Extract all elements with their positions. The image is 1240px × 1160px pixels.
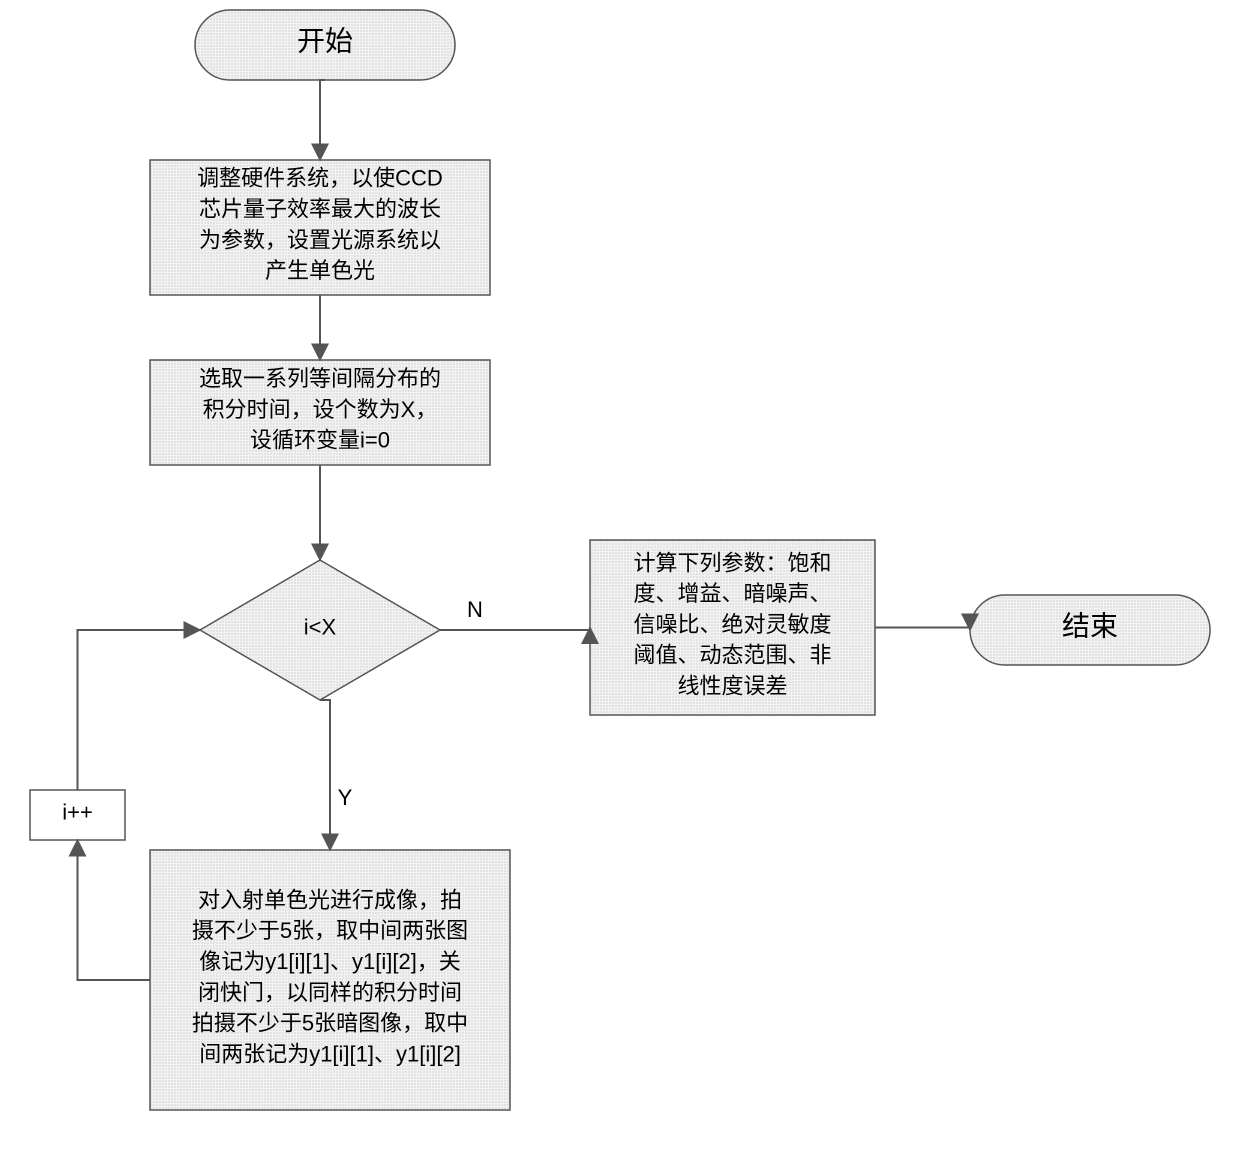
node-decision: i<X [200,560,440,700]
edge-label: N [467,597,483,622]
node-inc: i++ [30,790,125,840]
node-text: 阈值、动态范围、非 [633,643,831,668]
node-text: 闭快门，以同样的积分时间 [198,980,462,1005]
node-end: 结束 [970,595,1210,665]
node-calc: 计算下列参数：饱和度、增益、暗噪声、信噪比、绝对灵敏度阈值、动态范围、非线性度误… [590,540,875,715]
node-text: 设循环变量i=0 [250,428,390,453]
node-start: 开始 [195,10,455,80]
node-text: 拍摄不少于5张暗图像，取中 [192,1011,468,1036]
node-step1: 调整硬件系统，以使CCD 芯片量子效率最大的波长为参数，设置光源系统以产生单色光 [150,160,490,295]
flowchart-canvas: 开始调整硬件系统，以使CCD 芯片量子效率最大的波长为参数，设置光源系统以产生单色… [0,0,1240,1160]
node-text: 度、增益、暗噪声、 [633,581,831,606]
node-text: 芯片量子效率最大的波长 [199,197,441,222]
node-step2: 选取一系列等间隔分布的积分时间，设个数为X， 设循环变量i=0 [150,360,490,465]
edge-calc-end [875,628,970,631]
node-text: 摄不少于5张，取中间两张图 [192,918,468,943]
node-text: 结束 [1062,611,1118,642]
node-text: 线性度误差 [677,674,787,699]
node-text: 像记为y1[i][1]、y1[i][2]，关 [199,949,461,974]
node-text: 积分时间，设个数为X， [203,397,438,422]
node-text: i++ [62,799,93,824]
edge-label: Y [338,785,353,810]
node-text: 选取一系列等间隔分布的 [199,366,441,391]
node-text: 开始 [297,26,353,57]
edge-step3-inc [78,840,151,980]
node-text: 间两张记为y1[i][1]、y1[i][2] [199,1041,461,1066]
node-text: 计算下列参数：饱和 [633,550,831,575]
node-text: 调整硬件系统，以使CCD [197,166,443,191]
node-step3: 对入射单色光进行成像，拍摄不少于5张，取中间两张图像记为y1[i][1]、y1[… [150,850,510,1110]
node-text: 对入射单色光进行成像，拍 [198,887,462,912]
edge-decision-step3 [320,700,330,850]
edge-inc-decision [78,630,201,790]
node-text: 产生单色光 [265,258,375,283]
edge-start-step1 [320,80,325,160]
node-text: i<X [304,614,337,639]
node-text: 为参数，设置光源系统以 [199,227,441,252]
edge-decision-calc [440,628,590,631]
node-text: 信噪比、绝对灵敏度 [633,612,831,637]
